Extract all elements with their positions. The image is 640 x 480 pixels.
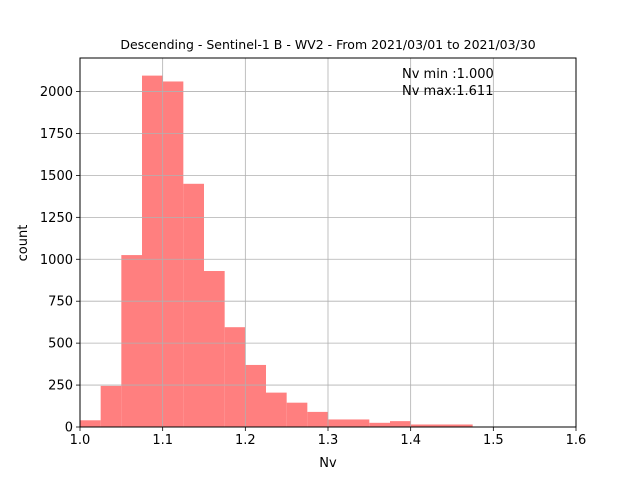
histogram-bar-9 xyxy=(266,392,287,427)
y-axis-ticks: 0 250 500 750 1000 1250 1500 1750 2000 xyxy=(40,85,80,436)
histogram-bar-7 xyxy=(224,327,246,427)
y-tick-label-8: 2000 xyxy=(40,85,73,100)
histogram-bar-12 xyxy=(328,419,370,427)
y-tick-label-5: 1250 xyxy=(40,211,73,226)
y-tick-label-1: 250 xyxy=(48,379,73,394)
y-tick-label-4: 1000 xyxy=(40,253,73,268)
histogram-bar-2 xyxy=(121,255,142,427)
x-axis-label: Nv xyxy=(319,456,337,471)
x-tick-label-3: 1.3 xyxy=(318,433,339,448)
chart-title: Descending - Sentinel-1 B - WV2 - From 2… xyxy=(120,37,535,52)
x-axis-ticks: 1.0 1.1 1.2 1.3 1.4 1.5 1.6 xyxy=(70,427,587,448)
nv-min-annotation: Nv min :1.000 xyxy=(402,67,494,82)
x-tick-label-2: 1.2 xyxy=(235,433,256,448)
y-tick-label-3: 750 xyxy=(48,295,73,310)
y-tick-label-0: 0 xyxy=(65,421,73,436)
histogram-bar-14 xyxy=(390,421,411,427)
histogram-bar-10 xyxy=(286,402,308,427)
histogram-bar-8 xyxy=(245,364,266,427)
x-tick-label-4: 1.4 xyxy=(400,433,421,448)
histogram-bar-15 xyxy=(410,424,473,427)
nv-max-annotation: Nv max:1.611 xyxy=(402,84,493,99)
histogram-bar-11 xyxy=(307,411,328,427)
histogram-bar-6 xyxy=(204,271,225,427)
histogram-bar-0 xyxy=(80,420,101,427)
histogram-bar-4 xyxy=(162,81,184,428)
x-tick-label-6: 1.6 xyxy=(566,433,587,448)
y-tick-label-6: 1500 xyxy=(40,169,73,184)
histogram-bar-3 xyxy=(142,75,163,428)
histogram-bar-1 xyxy=(100,385,122,427)
histogram-bars xyxy=(80,75,473,428)
x-tick-label-1: 1.1 xyxy=(152,433,173,448)
x-tick-label-5: 1.5 xyxy=(483,433,504,448)
y-tick-label-7: 1750 xyxy=(40,127,73,142)
y-axis-label: count xyxy=(16,225,31,262)
histogram-bar-5 xyxy=(183,183,204,427)
y-tick-label-2: 500 xyxy=(48,337,73,352)
x-tick-label-0: 1.0 xyxy=(70,433,91,448)
histogram-bar-13 xyxy=(369,422,390,427)
